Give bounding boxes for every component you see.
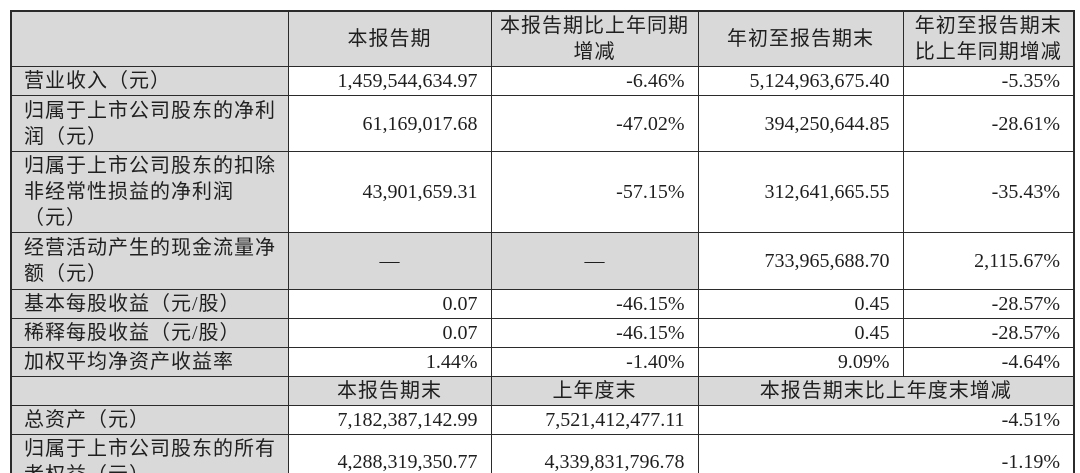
table-row-diluted-eps: 稀释每股收益（元/股） 0.07 -46.15% 0.45 -28.57% [10, 318, 1075, 348]
metric-value-current-change: — [490, 232, 699, 290]
table-row-revenue: 营业收入（元） 1,459,544,634.97 -6.46% 5,124,96… [10, 66, 1075, 96]
table-row-total-assets: 总资产（元） 7,182,387,142.99 7,521,412,477.11… [10, 405, 1075, 435]
metric-value-ytd: 394,250,644.85 [697, 95, 904, 152]
table-row-weighted-roe: 加权平均净资产收益率 1.44% -1.40% 9.09% -4.64% [10, 347, 1075, 377]
subheader-period-end: 本报告期末 [287, 376, 492, 406]
table-row-net-profit-deducted: 归属于上市公司股东的扣除 非经常性损益的净利润 （元） 43,901,659.3… [10, 151, 1075, 233]
metric-value-current-change: -47.02% [490, 95, 699, 152]
metric-value-ytd-change: -5.35% [902, 66, 1075, 96]
metric-value-ytd: 0.45 [697, 318, 904, 348]
header-row: 本报告期 本报告期比上年同期 增减 年初至报告期末 年初至报告期末 比上年同期增… [10, 10, 1075, 67]
subheader-prev-year-end: 上年度末 [490, 376, 699, 406]
metric-label: 归属于上市公司股东的扣除 非经常性损益的净利润 （元） [10, 151, 289, 233]
metric-value-current-change: -6.46% [490, 66, 699, 96]
table-row-basic-eps: 基本每股收益（元/股） 0.07 -46.15% 0.45 -28.57% [10, 289, 1075, 319]
metric-value-current-change: -1.40% [490, 347, 699, 377]
metric-value-current-change: -46.15% [490, 289, 699, 319]
subheader-period-end-change: 本报告期末比上年度末增减 [697, 376, 1075, 406]
metric-label: 经营活动产生的现金流量净 额（元） [10, 232, 289, 290]
header-ytd-change: 年初至报告期末 比上年同期增减 [902, 10, 1075, 67]
metric-value-prev-year-end: 7,521,412,477.11 [490, 405, 699, 435]
header-current-period-change: 本报告期比上年同期 增减 [490, 10, 699, 67]
metric-value-current: 61,169,017.68 [287, 95, 492, 152]
financial-summary-table: 本报告期 本报告期比上年同期 增减 年初至报告期末 年初至报告期末 比上年同期增… [10, 10, 1075, 473]
metric-label: 归属于上市公司股东的所有 者权益（元） [10, 434, 289, 473]
metric-value-ytd-change: -28.61% [902, 95, 1075, 152]
metric-value-current: 1.44% [287, 347, 492, 377]
metric-value-current: — [287, 232, 492, 290]
metric-value-ytd: 0.45 [697, 289, 904, 319]
subheader-row: 本报告期末 上年度末 本报告期末比上年度末增减 [10, 376, 1075, 406]
metric-value-ytd: 5,124,963,675.40 [697, 66, 904, 96]
table-row-operating-cash-flow: 经营活动产生的现金流量净 额（元） — — 733,965,688.70 2,1… [10, 232, 1075, 290]
metric-value-current-change: -46.15% [490, 318, 699, 348]
metric-label: 基本每股收益（元/股） [10, 289, 289, 319]
metric-value-change: -1.19% [697, 434, 1075, 473]
metric-label: 加权平均净资产收益率 [10, 347, 289, 377]
table-row-owners-equity: 归属于上市公司股东的所有 者权益（元） 4,288,319,350.77 4,3… [10, 434, 1075, 473]
metric-value-change: -4.51% [697, 405, 1075, 435]
metric-value-ytd-change: -28.57% [902, 289, 1075, 319]
metric-value-current: 0.07 [287, 318, 492, 348]
metric-label: 总资产（元） [10, 405, 289, 435]
header-corner-cell [10, 10, 289, 67]
metric-value-ytd: 312,641,665.55 [697, 151, 904, 233]
metric-value-current: 1,459,544,634.97 [287, 66, 492, 96]
header-current-period: 本报告期 [287, 10, 492, 67]
metric-value-current: 0.07 [287, 289, 492, 319]
metric-label: 归属于上市公司股东的净利 润（元） [10, 95, 289, 152]
table-row-net-profit: 归属于上市公司股东的净利 润（元） 61,169,017.68 -47.02% … [10, 95, 1075, 152]
metric-value-ytd-change: -4.64% [902, 347, 1075, 377]
metric-value-current: 43,901,659.31 [287, 151, 492, 233]
subheader-corner-cell [10, 376, 289, 406]
metric-value-ytd: 9.09% [697, 347, 904, 377]
metric-value-ytd-change: -35.43% [902, 151, 1075, 233]
metric-value-ytd: 733,965,688.70 [697, 232, 904, 290]
metric-value-current-change: -57.15% [490, 151, 699, 233]
metric-value-period-end: 7,182,387,142.99 [287, 405, 492, 435]
metric-value-ytd-change: -28.57% [902, 318, 1075, 348]
metric-value-period-end: 4,288,319,350.77 [287, 434, 492, 473]
metric-value-prev-year-end: 4,339,831,796.78 [490, 434, 699, 473]
metric-label: 稀释每股收益（元/股） [10, 318, 289, 348]
metric-value-ytd-change: 2,115.67% [902, 232, 1075, 290]
header-ytd: 年初至报告期末 [697, 10, 904, 67]
metric-label: 营业收入（元） [10, 66, 289, 96]
